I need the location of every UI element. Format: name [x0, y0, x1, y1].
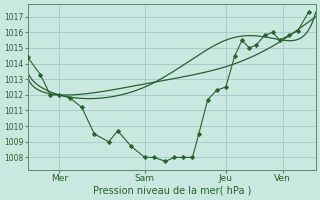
X-axis label: Pression niveau de la mer( hPa ): Pression niveau de la mer( hPa ) — [92, 186, 251, 196]
